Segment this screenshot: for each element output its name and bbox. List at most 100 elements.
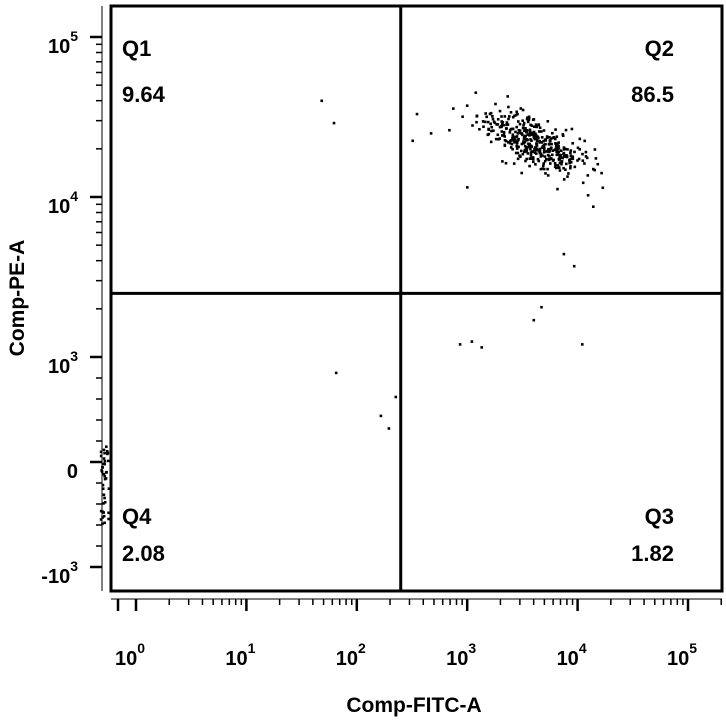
quadrant-percent-q2: 86.5: [631, 82, 674, 107]
x-axis-title: Comp-FITC-A: [346, 694, 481, 717]
event-point: [102, 493, 106, 497]
event-point: [530, 157, 534, 160]
event-point: [528, 134, 531, 137]
event-point: [584, 150, 588, 154]
event-point: [513, 141, 516, 144]
event-point: [522, 121, 526, 125]
event-point: [466, 186, 469, 189]
event-point: [566, 175, 569, 178]
event-point: [532, 130, 536, 134]
event-point: [563, 154, 566, 157]
event-point: [489, 122, 492, 126]
event-point: [515, 110, 518, 114]
y-axis-title: Comp-PE-A: [6, 240, 29, 357]
event-point: [569, 149, 573, 152]
event-point: [516, 112, 519, 116]
event-point: [99, 454, 103, 458]
event-point: [511, 147, 514, 151]
event-point: [104, 477, 108, 480]
event-point: [549, 162, 552, 165]
event-point: [518, 131, 521, 135]
event-point: [107, 487, 111, 490]
event-point: [525, 157, 528, 161]
event-point: [526, 138, 529, 142]
event-point: [521, 108, 525, 112]
event-point: [544, 150, 548, 153]
y-tick-label: 0: [67, 461, 78, 483]
event-point: [535, 134, 538, 137]
event-point: [569, 166, 572, 170]
y-tick-label: 103: [48, 348, 78, 378]
event-point: [543, 138, 547, 141]
event-point: [508, 128, 512, 132]
event-point: [103, 521, 106, 525]
event-point: [102, 457, 106, 460]
event-point: [533, 125, 536, 128]
event-point: [515, 141, 519, 145]
event-point: [540, 130, 543, 133]
event-point: [554, 145, 558, 148]
quadrant-name-q2: Q2: [645, 36, 674, 61]
event-point: [320, 99, 323, 103]
event-point: [523, 140, 527, 144]
event-point: [547, 142, 551, 146]
event-point: [583, 162, 586, 165]
event-point: [102, 472, 106, 476]
event-point: [571, 142, 574, 145]
event-point: [543, 155, 547, 158]
event-point: [556, 164, 560, 167]
event-point: [494, 137, 498, 141]
event-point: [492, 129, 495, 132]
event-point: [525, 150, 528, 153]
event-point: [561, 133, 565, 136]
event-point: [541, 154, 544, 157]
event-point: [517, 145, 520, 149]
event-point: [585, 156, 589, 160]
event-point: [556, 144, 559, 147]
event-point: [511, 139, 515, 142]
event-point: [566, 148, 569, 151]
quadrant-percent-q1: 9.64: [122, 82, 166, 107]
event-point: [581, 343, 584, 346]
event-point: [515, 144, 518, 148]
event-point: [103, 474, 106, 478]
event-point: [572, 264, 576, 268]
x-tick-label: 101: [225, 640, 255, 670]
event-point: [558, 169, 562, 172]
event-point: [483, 120, 487, 124]
event-point: [535, 143, 538, 147]
event-point: [540, 136, 544, 139]
event-point: [511, 136, 514, 139]
event-point: [501, 160, 504, 163]
event-point: [532, 318, 536, 322]
event-point: [492, 120, 496, 124]
event-point: [332, 121, 336, 125]
quadrant-percent-q4: 2.08: [122, 541, 165, 566]
event-point: [576, 146, 580, 150]
event-point: [538, 126, 542, 129]
event-point: [516, 132, 520, 135]
event-point: [106, 451, 110, 455]
event-point: [515, 147, 519, 150]
x-tick-label: 102: [336, 640, 366, 670]
event-point: [528, 142, 531, 146]
event-point: [584, 155, 588, 158]
event-point: [557, 141, 560, 144]
event-point: [452, 107, 455, 110]
event-point: [538, 139, 541, 143]
event-point: [526, 152, 530, 155]
event-point: [562, 152, 565, 156]
event-point: [415, 112, 419, 116]
event-point: [547, 157, 551, 161]
event-point: [554, 163, 557, 167]
event-point: [565, 154, 569, 157]
event-point: [541, 145, 545, 148]
event-point: [528, 128, 532, 132]
event-point: [334, 371, 338, 375]
event-point: [535, 125, 538, 129]
event-point: [461, 115, 464, 118]
event-point: [520, 142, 524, 146]
event-point: [471, 124, 474, 127]
event-point: [549, 137, 553, 140]
event-point: [544, 172, 547, 175]
